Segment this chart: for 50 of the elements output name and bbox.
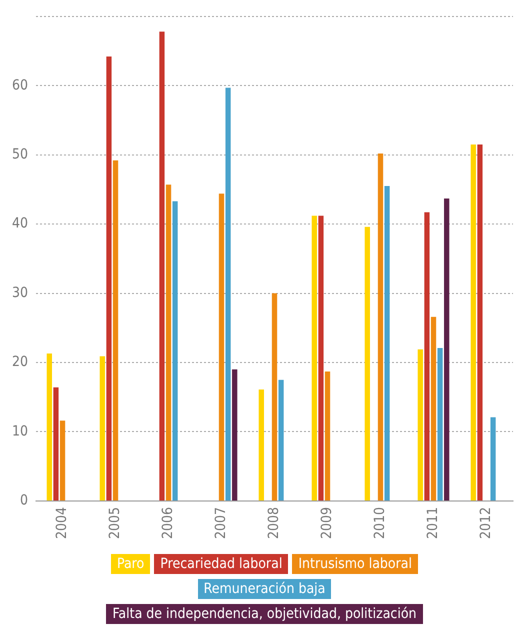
bar bbox=[60, 420, 66, 500]
y-tick-label: 50 bbox=[12, 146, 28, 162]
bar bbox=[232, 369, 238, 500]
bar bbox=[172, 201, 178, 500]
bar bbox=[477, 144, 483, 500]
bar bbox=[430, 316, 436, 500]
bar bbox=[384, 186, 390, 500]
bar bbox=[444, 198, 450, 500]
text: Intrusismo laboral bbox=[292, 554, 418, 574]
bar bbox=[312, 216, 317, 500]
bar bbox=[378, 153, 384, 500]
y-tick-label: 10 bbox=[12, 423, 28, 440]
bar bbox=[225, 88, 231, 500]
bar bbox=[424, 212, 430, 500]
bar bbox=[278, 380, 284, 500]
x-tick-label: 2006 bbox=[160, 506, 176, 539]
x-tick-label: 2005 bbox=[107, 506, 124, 539]
bar bbox=[46, 354, 52, 500]
text: Precariedad laboral bbox=[154, 554, 288, 574]
bar bbox=[53, 387, 59, 500]
bar bbox=[159, 32, 165, 500]
bar bbox=[437, 348, 443, 500]
x-tick-label: 2010 bbox=[372, 506, 388, 539]
x-tick-label: 2004 bbox=[54, 506, 70, 539]
bar bbox=[272, 293, 278, 500]
bar bbox=[100, 356, 106, 500]
text: Falta de independencia, objetividad, politización bbox=[106, 604, 423, 624]
bar bbox=[218, 194, 224, 500]
x-tick-label: 2009 bbox=[319, 506, 336, 539]
bar bbox=[490, 417, 496, 500]
y-tick-label: 0 bbox=[20, 492, 28, 509]
y-tick-label: 30 bbox=[12, 284, 28, 301]
text: Paro bbox=[110, 554, 150, 574]
bar bbox=[112, 160, 118, 500]
bar bbox=[364, 226, 370, 500]
x-tick-label: 2007 bbox=[213, 506, 230, 539]
x-tick-label: 2011 bbox=[425, 506, 442, 539]
bar bbox=[324, 372, 330, 500]
y-tick-label: 60 bbox=[12, 77, 28, 94]
bar bbox=[318, 216, 324, 500]
y-tick-label: 20 bbox=[12, 354, 28, 370]
bar bbox=[106, 56, 112, 500]
bar bbox=[418, 349, 423, 500]
bar bbox=[470, 144, 476, 500]
x-tick-label: 2008 bbox=[266, 506, 282, 539]
bar bbox=[258, 390, 264, 500]
y-tick-label: 40 bbox=[12, 216, 28, 232]
x-tick-label: 2012 bbox=[478, 506, 494, 539]
bar bbox=[166, 184, 172, 500]
text: Remuneración baja bbox=[198, 579, 332, 599]
